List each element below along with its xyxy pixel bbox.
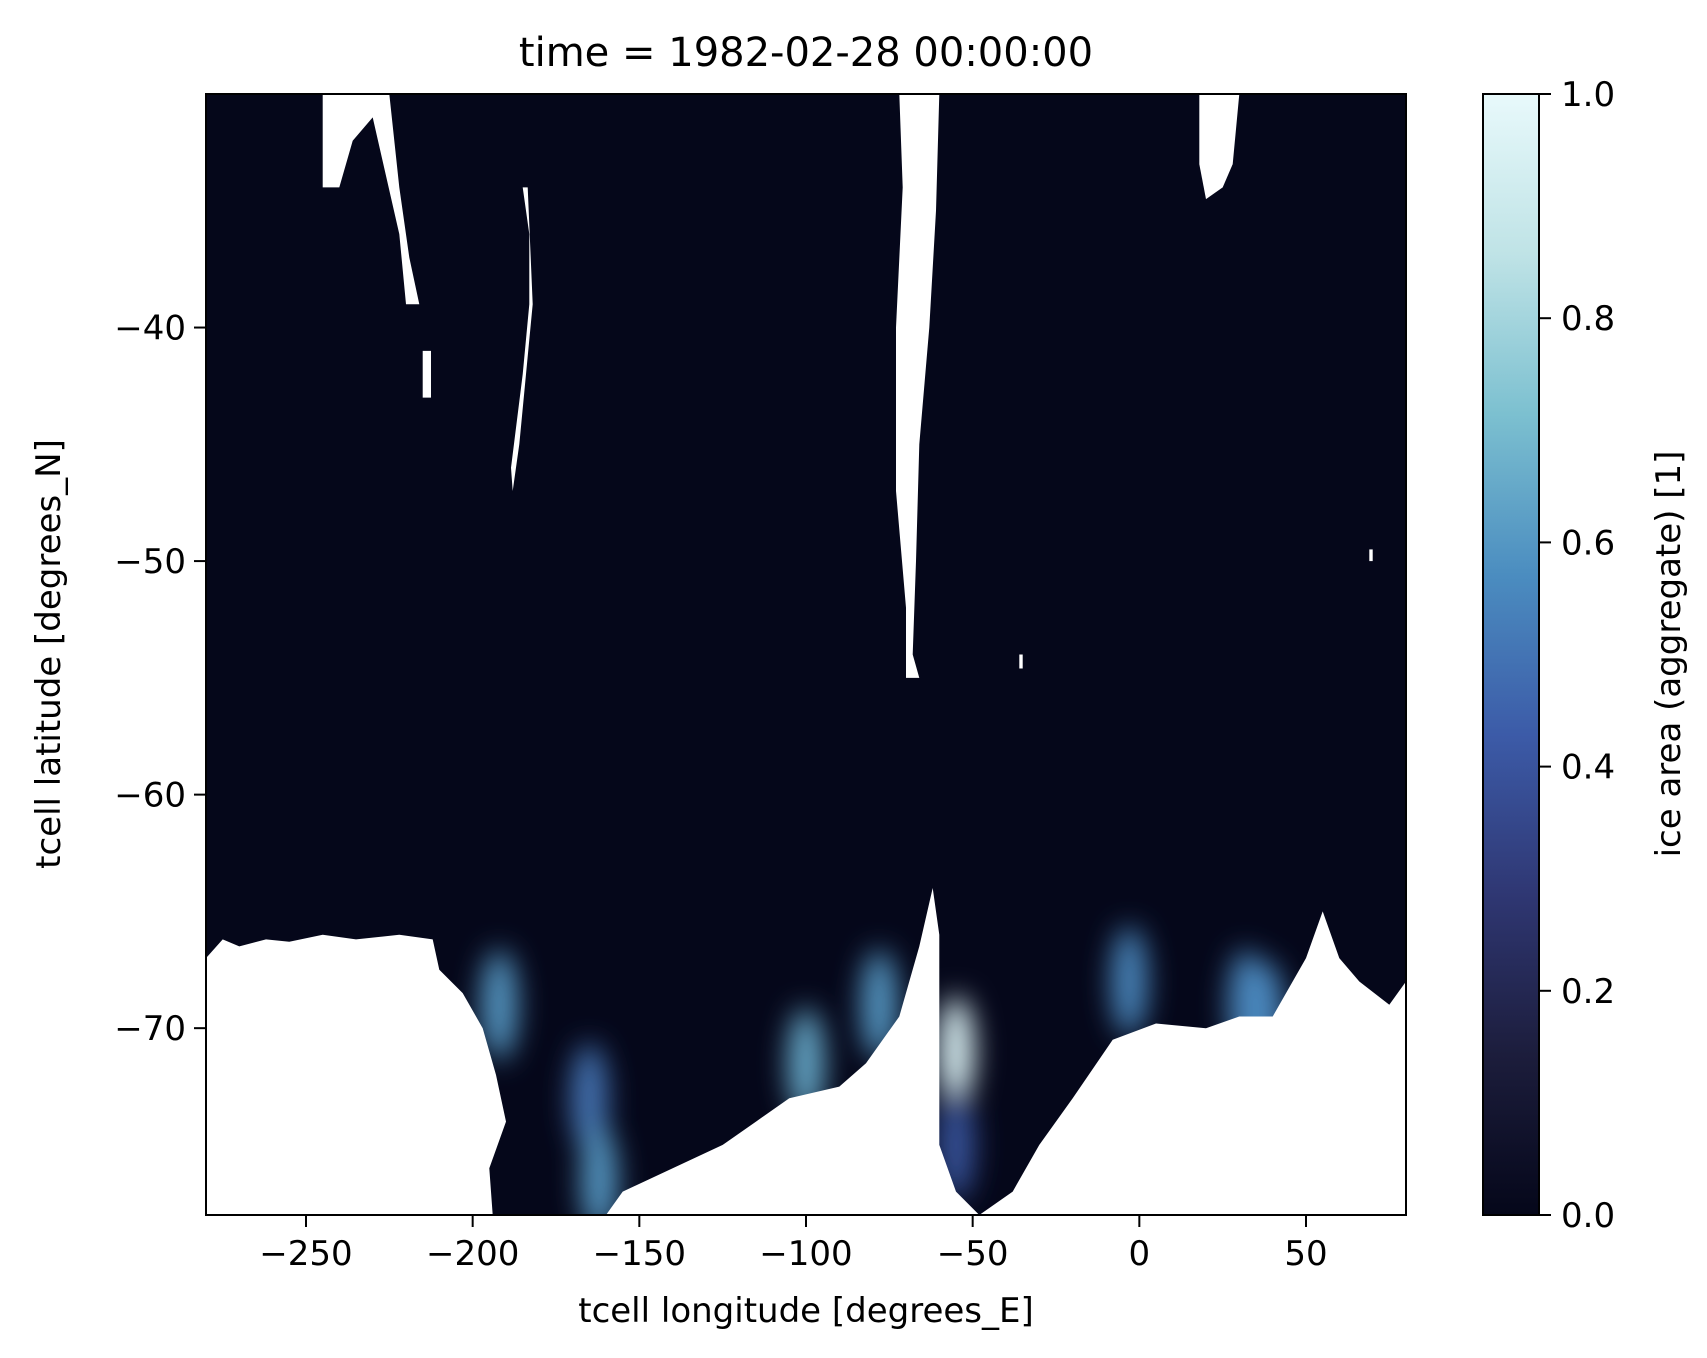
land-mask-australia — [322, 94, 420, 305]
colorbar-ticks: 0.0 0.2 0.4 0.6 0.8 1.0 — [1539, 75, 1615, 1236]
y-tick-label: −50 — [114, 542, 186, 582]
x-tick-label: −250 — [259, 1234, 352, 1274]
land-mask-georgia — [1019, 654, 1023, 669]
land-mask-new-zealand — [511, 187, 533, 491]
colorbar-tick-label: 0.6 — [1561, 523, 1615, 563]
x-tick-label: −100 — [759, 1234, 852, 1274]
y-tick-label: −70 — [114, 1009, 186, 1049]
ice-cell-amundsen — [788, 1008, 824, 1119]
x-axis-ticks: −250 −200 −150 −100 −50 0 50 — [259, 1215, 1328, 1274]
colorbar-tick-label: 0.8 — [1561, 299, 1615, 339]
y-tick-label: −60 — [114, 776, 186, 816]
ice-cell-weddell — [938, 996, 974, 1107]
colorbar-label: ice area (aggregate) [1] — [1649, 451, 1689, 858]
y-axis-label: tcell latitude [degrees_N] — [29, 439, 69, 869]
colorbar-tick-label: 1.0 — [1561, 75, 1615, 115]
land-mask-kerguelen — [1369, 549, 1373, 562]
chart-title: time = 1982-02-28 00:00:00 — [519, 30, 1093, 76]
ice-cell-ross-sea-west — [481, 949, 518, 1060]
ice-cell-east-1 — [1111, 926, 1148, 1037]
x-tick-label: −50 — [937, 1234, 1009, 1274]
colorbar — [1482, 93, 1540, 1216]
land-layer — [206, 94, 1406, 1215]
y-tick-label: −40 — [114, 309, 186, 349]
colorbar-tick-label: 0.4 — [1561, 748, 1615, 788]
colorbar-tick-label: 0.0 — [1561, 1196, 1615, 1236]
y-axis-ticks: −40 −50 −60 −70 — [114, 309, 206, 1049]
x-axis-label: tcell longitude [degrees_E] — [578, 1291, 1034, 1331]
land-mask-africa — [1199, 94, 1240, 200]
ice-cell-ross-sea-core — [581, 1124, 618, 1215]
land-mask-antarctica — [206, 888, 1406, 1215]
x-tick-label: 50 — [1284, 1234, 1327, 1274]
x-tick-label: 0 — [1129, 1234, 1151, 1274]
x-tick-label: −150 — [593, 1234, 686, 1274]
land-mask-south-america — [896, 94, 940, 678]
colorbar-tick-label: 0.2 — [1561, 972, 1615, 1012]
land-mask-tasmania — [422, 350, 431, 398]
x-tick-label: −200 — [426, 1234, 519, 1274]
